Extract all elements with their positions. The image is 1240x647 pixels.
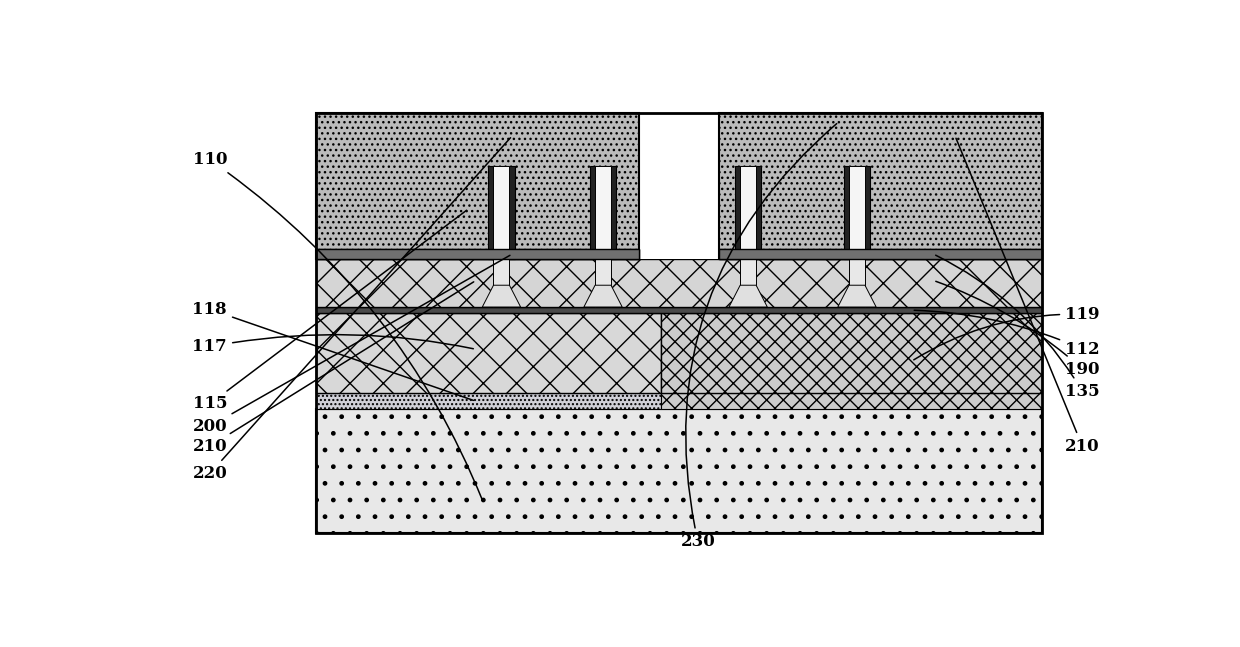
Text: 115: 115 <box>192 210 466 412</box>
Text: 118: 118 <box>192 301 474 400</box>
Text: 220: 220 <box>192 138 511 482</box>
Bar <box>316 307 1042 313</box>
Text: 200: 200 <box>192 256 510 435</box>
Bar <box>661 313 1042 393</box>
Bar <box>316 113 1042 534</box>
Bar <box>316 113 640 259</box>
Text: 230: 230 <box>681 124 837 551</box>
Bar <box>316 249 640 259</box>
Text: 210: 210 <box>956 138 1100 455</box>
Text: 119: 119 <box>914 306 1100 360</box>
Bar <box>661 393 1042 410</box>
Text: 110: 110 <box>192 151 482 500</box>
Polygon shape <box>838 285 877 307</box>
Bar <box>719 113 1042 259</box>
Bar <box>595 259 611 307</box>
Bar <box>719 249 1042 259</box>
Bar <box>316 393 661 410</box>
Bar <box>740 259 756 307</box>
Bar <box>849 259 866 307</box>
Bar <box>494 259 510 307</box>
Text: 117: 117 <box>192 334 474 355</box>
Bar <box>640 113 719 259</box>
Bar <box>494 166 510 259</box>
Bar <box>590 166 616 259</box>
Bar <box>849 166 866 259</box>
Polygon shape <box>482 285 521 307</box>
Text: 112: 112 <box>914 311 1100 358</box>
Text: 210: 210 <box>192 282 474 455</box>
Bar <box>316 259 1042 307</box>
Text: 135: 135 <box>936 255 1100 400</box>
Bar <box>844 166 870 259</box>
Bar <box>316 249 640 259</box>
Bar <box>489 166 515 259</box>
Polygon shape <box>584 285 622 307</box>
Text: 190: 190 <box>936 281 1100 378</box>
Bar <box>740 166 756 259</box>
Bar <box>719 249 1042 259</box>
Bar <box>316 313 661 393</box>
Bar <box>316 410 1042 534</box>
Polygon shape <box>729 285 768 307</box>
Bar <box>595 166 611 259</box>
Bar <box>735 166 761 259</box>
